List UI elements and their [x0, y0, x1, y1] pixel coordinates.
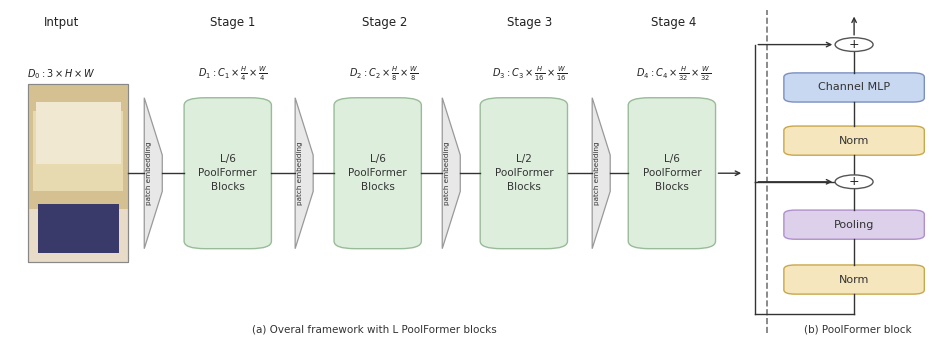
FancyBboxPatch shape — [784, 210, 924, 239]
Text: $D_0:3\times H\times W$: $D_0:3\times H\times W$ — [28, 67, 96, 81]
Text: Stage 3: Stage 3 — [507, 16, 552, 29]
Text: L/6
PoolFormer
Blocks: L/6 PoolFormer Blocks — [642, 154, 701, 192]
FancyBboxPatch shape — [334, 98, 421, 249]
Text: Channel MLP: Channel MLP — [818, 82, 890, 93]
Bar — [28, 84, 128, 262]
Text: Intput: Intput — [44, 16, 80, 29]
Polygon shape — [295, 98, 313, 249]
Polygon shape — [442, 98, 460, 249]
FancyBboxPatch shape — [628, 98, 716, 249]
Text: patch embedding: patch embedding — [146, 141, 152, 205]
Text: Pooling: Pooling — [834, 220, 874, 230]
Text: patch embedding: patch embedding — [444, 141, 450, 205]
Text: patch embedding: patch embedding — [594, 141, 600, 205]
Text: (b) PoolFormer block: (b) PoolFormer block — [804, 324, 912, 334]
Text: Norm: Norm — [839, 274, 869, 285]
Text: L/6
PoolFormer
Blocks: L/6 PoolFormer Blocks — [348, 154, 407, 192]
Bar — [33, 111, 123, 191]
Text: L/2
PoolFormer
Blocks: L/2 PoolFormer Blocks — [494, 154, 553, 192]
FancyBboxPatch shape — [480, 98, 568, 249]
Polygon shape — [592, 98, 610, 249]
Text: $D_1:C_1\times\frac{H}{4}\times\frac{W}{4}$: $D_1:C_1\times\frac{H}{4}\times\frac{W}{… — [197, 64, 268, 83]
Bar — [28, 84, 128, 262]
Polygon shape — [144, 98, 162, 249]
Text: Norm: Norm — [839, 135, 869, 146]
FancyBboxPatch shape — [784, 265, 924, 294]
Circle shape — [835, 175, 873, 189]
FancyBboxPatch shape — [184, 98, 271, 249]
Text: $D_3:C_3\times\frac{H}{16}\times\frac{W}{16}$: $D_3:C_3\times\frac{H}{16}\times\frac{W}… — [492, 64, 568, 83]
Bar — [36, 102, 121, 164]
Circle shape — [835, 38, 873, 51]
FancyBboxPatch shape — [784, 126, 924, 155]
Text: patch embedding: patch embedding — [297, 141, 303, 205]
Text: $D_2:C_2\times\frac{H}{8}\times\frac{W}{8}$: $D_2:C_2\times\frac{H}{8}\times\frac{W}{… — [349, 64, 419, 83]
Text: Stage 4: Stage 4 — [651, 16, 697, 29]
Text: $D_4:C_4\times\frac{H}{32}\times\frac{W}{32}$: $D_4:C_4\times\frac{H}{32}\times\frac{W}… — [636, 64, 712, 83]
Text: Stage 1: Stage 1 — [210, 16, 255, 29]
Text: L/6
PoolFormer
Blocks: L/6 PoolFormer Blocks — [198, 154, 257, 192]
FancyBboxPatch shape — [784, 73, 924, 102]
Text: (a) Overal framework with L PoolFormer blocks: (a) Overal framework with L PoolFormer b… — [251, 324, 496, 334]
Text: +: + — [848, 175, 860, 188]
Bar — [28, 84, 128, 209]
Text: +: + — [848, 38, 860, 51]
Text: Stage 2: Stage 2 — [362, 16, 407, 29]
Bar — [38, 203, 119, 253]
